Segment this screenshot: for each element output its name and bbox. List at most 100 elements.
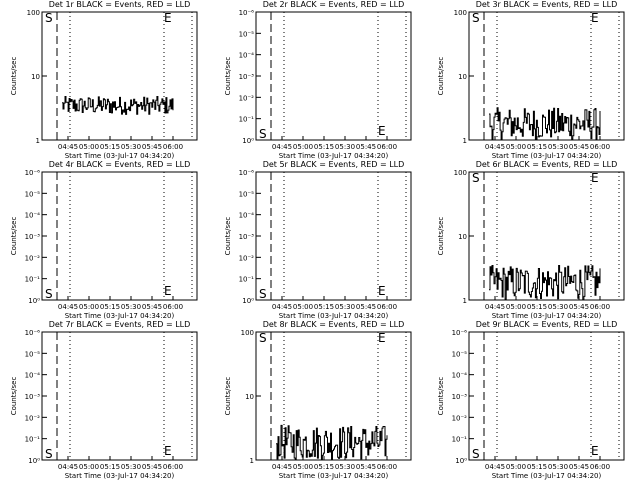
y-tick-label: 10 [245,393,254,401]
x-axis-label: Start Time (03-Jul-17 04:34:20) [65,152,175,160]
x-tick-label: 06:00 [377,463,397,471]
x-tick-label: 05:00 [506,143,526,151]
x-tick-label: 05:00 [506,463,526,471]
x-tick-label: 04:45 [485,143,505,151]
x-tick-label: 05:00 [293,463,313,471]
y-tick-label: 10⁻² [239,94,255,102]
x-tick-label: 05:15 [100,303,120,311]
x-tick-label: 04:45 [485,303,505,311]
end-marker-E: E [591,11,599,25]
x-axis-label: Start Time (03-Jul-17 04:34:20) [492,472,602,480]
y-tick-label: 10⁻³ [25,393,41,401]
panel-title: Det 9r BLACK = Events, RED = LLD [476,320,618,329]
y-tick-label: 100 [454,169,467,177]
x-tick-label: 04:45 [272,463,292,471]
start-marker-S: S [45,287,53,301]
x-tick-label: 05:45 [569,143,589,151]
x-tick-label: 05:00 [79,143,99,151]
x-tick-label: 06:00 [590,143,610,151]
plot-frame [41,11,198,141]
x-tick-label: 04:45 [58,303,78,311]
y-tick-label: 10⁻⁵ [239,30,255,38]
x-tick-label: 05:45 [142,143,162,151]
plot-frame [41,171,198,301]
panel-title: Det 4r BLACK = Events, RED = LLD [49,160,191,169]
y-tick-label: 10⁻⁴ [239,212,255,220]
x-axis-label: Start Time (03-Jul-17 04:34:20) [492,152,602,160]
y-tick-label: 10⁻³ [239,233,255,241]
y-tick-label: 10⁻⁶ [239,9,255,17]
y-tick-label: 10⁻³ [452,393,468,401]
end-marker-E: E [164,284,172,298]
y-tick-label: 100 [27,9,40,17]
y-tick-label: 10⁻¹ [239,276,255,284]
x-tick-label: 05:30 [335,463,355,471]
y-tick-label: 100 [454,9,467,17]
y-tick-label: 10⁻⁶ [239,169,255,177]
y-tick-label: 10⁻² [239,254,255,262]
end-marker-E: E [591,171,599,185]
panel-title: Det 1r BLACK = Events, RED = LLD [49,0,191,9]
y-axis-label: Counts/sec [437,217,445,256]
y-tick-label: 10⁰ [242,297,254,305]
end-marker-E: E [164,444,172,458]
start-marker-S: S [259,331,267,345]
start-marker-S: S [472,447,480,461]
x-tick-label: 05:30 [121,303,141,311]
y-axis-label: Counts/sec [224,57,232,96]
plot-frame [41,331,198,461]
x-tick-label: 06:00 [590,303,610,311]
x-tick-label: 05:45 [569,463,589,471]
x-tick-label: 05:15 [527,143,547,151]
events-series-line [276,424,388,460]
x-tick-label: 05:45 [356,303,376,311]
x-tick-label: 06:00 [377,303,397,311]
start-marker-S: S [45,11,53,25]
y-tick-label: 1 [463,137,467,145]
x-tick-label: 04:45 [58,463,78,471]
y-axis-label: Counts/sec [224,217,232,256]
y-tick-label: 10⁻² [452,414,468,422]
y-tick-label: 1 [463,297,467,305]
panel-title: Det 5r BLACK = Events, RED = LLD [263,160,405,169]
start-marker-S: S [472,171,480,185]
events-series-line [489,107,601,141]
start-marker-S: S [45,447,53,461]
y-tick-label: 10⁻³ [239,73,255,81]
x-tick-label: 05:15 [314,143,334,151]
end-marker-E: E [378,284,386,298]
y-tick-label: 10⁻⁶ [452,329,468,337]
x-tick-label: 06:00 [163,463,183,471]
panel-title: Det 7r BLACK = Events, RED = LLD [49,320,191,329]
y-tick-label: 10⁻⁴ [25,372,41,380]
x-tick-label: 05:15 [314,303,334,311]
x-tick-label: 06:00 [163,303,183,311]
x-tick-label: 05:00 [293,303,313,311]
y-tick-label: 10⁰ [28,297,40,305]
y-tick-label: 10⁻¹ [25,276,41,284]
x-axis-label: Start Time (03-Jul-17 04:34:20) [65,472,175,480]
y-tick-label: 10 [458,73,467,81]
plot-frame [468,11,625,141]
y-tick-label: 10 [458,233,467,241]
x-tick-label: 05:45 [142,463,162,471]
x-tick-label: 06:00 [590,463,610,471]
x-tick-label: 05:15 [527,303,547,311]
x-tick-label: 04:45 [272,303,292,311]
end-marker-E: E [164,11,172,25]
y-tick-label: 10⁻⁴ [452,372,468,380]
panel-title: Det 2r BLACK = Events, RED = LLD [263,0,405,9]
plot-frame [468,331,625,461]
x-tick-label: 05:30 [121,463,141,471]
events-series-line [62,96,174,115]
y-tick-label: 10⁻⁴ [239,52,255,60]
y-tick-label: 10⁻⁵ [239,190,255,198]
panel-title: Det 8r BLACK = Events, RED = LLD [263,320,405,329]
x-tick-label: 05:45 [356,143,376,151]
